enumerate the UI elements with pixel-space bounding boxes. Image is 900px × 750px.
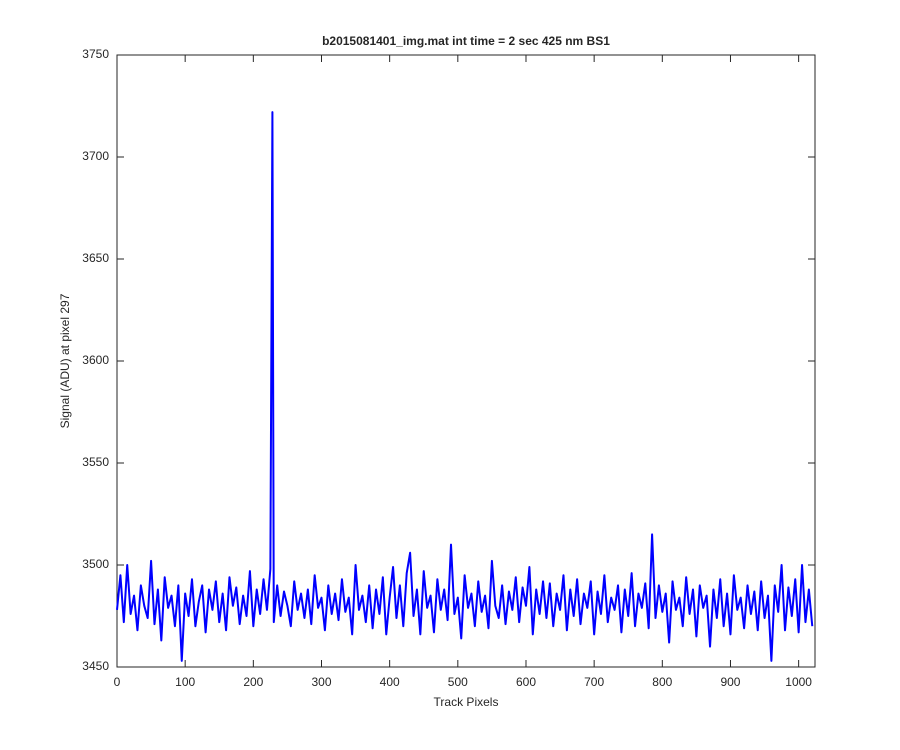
y-tick-label: 3550 (82, 455, 109, 469)
x-tick-label: 700 (584, 675, 604, 689)
y-tick-label: 3450 (82, 659, 109, 673)
x-tick-label: 500 (448, 675, 468, 689)
y-axis-label: Signal (ADU) at pixel 297 (58, 293, 72, 428)
x-tick-label: 800 (652, 675, 672, 689)
x-tick-label: 900 (720, 675, 740, 689)
y-tick-label: 3500 (82, 557, 109, 571)
x-tick-label: 100 (175, 675, 195, 689)
y-tick-label: 3700 (82, 149, 109, 163)
plot-frame (116, 54, 816, 668)
data-line (116, 111, 814, 662)
x-tick-label: 600 (516, 675, 536, 689)
x-tick-label: 300 (311, 675, 331, 689)
x-tick-label: 200 (243, 675, 263, 689)
x-tick-label: 0 (114, 675, 121, 689)
y-tick-label: 3750 (82, 47, 109, 61)
chart-title: b2015081401_img.mat int time = 2 sec 425… (322, 34, 610, 48)
y-tick-label: 3600 (82, 353, 109, 367)
x-axis-label: Track Pixels (434, 695, 499, 709)
x-tick-label: 400 (380, 675, 400, 689)
x-tick-label: 1000 (785, 675, 812, 689)
y-tick-label: 3650 (82, 251, 109, 265)
